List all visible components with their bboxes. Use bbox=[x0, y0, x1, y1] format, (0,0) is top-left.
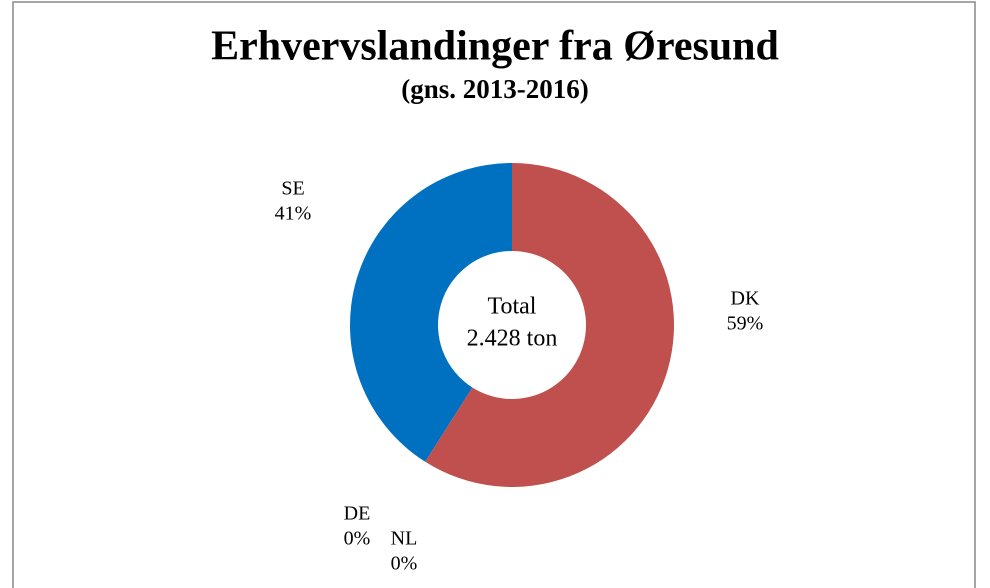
slice-label: NL bbox=[391, 528, 418, 550]
value-label: 41% bbox=[275, 203, 312, 225]
slice-label: DK bbox=[731, 288, 760, 310]
value-label: 0% bbox=[344, 528, 371, 550]
slice-label: SE bbox=[281, 178, 304, 200]
value-label: 0% bbox=[391, 553, 418, 575]
chart-subtitle: (gns. 2013-2016) bbox=[401, 74, 589, 104]
slice bbox=[425, 163, 674, 487]
value-label: 59% bbox=[727, 313, 764, 335]
center-text: Total bbox=[488, 294, 537, 320]
slice bbox=[349, 163, 512, 462]
chart-title: Erhvervslandinger fra Øresund bbox=[211, 24, 779, 70]
slice-label: DE bbox=[344, 503, 371, 525]
center-text: 2.428 ton bbox=[467, 326, 558, 352]
chart-frame bbox=[12, 1, 976, 588]
